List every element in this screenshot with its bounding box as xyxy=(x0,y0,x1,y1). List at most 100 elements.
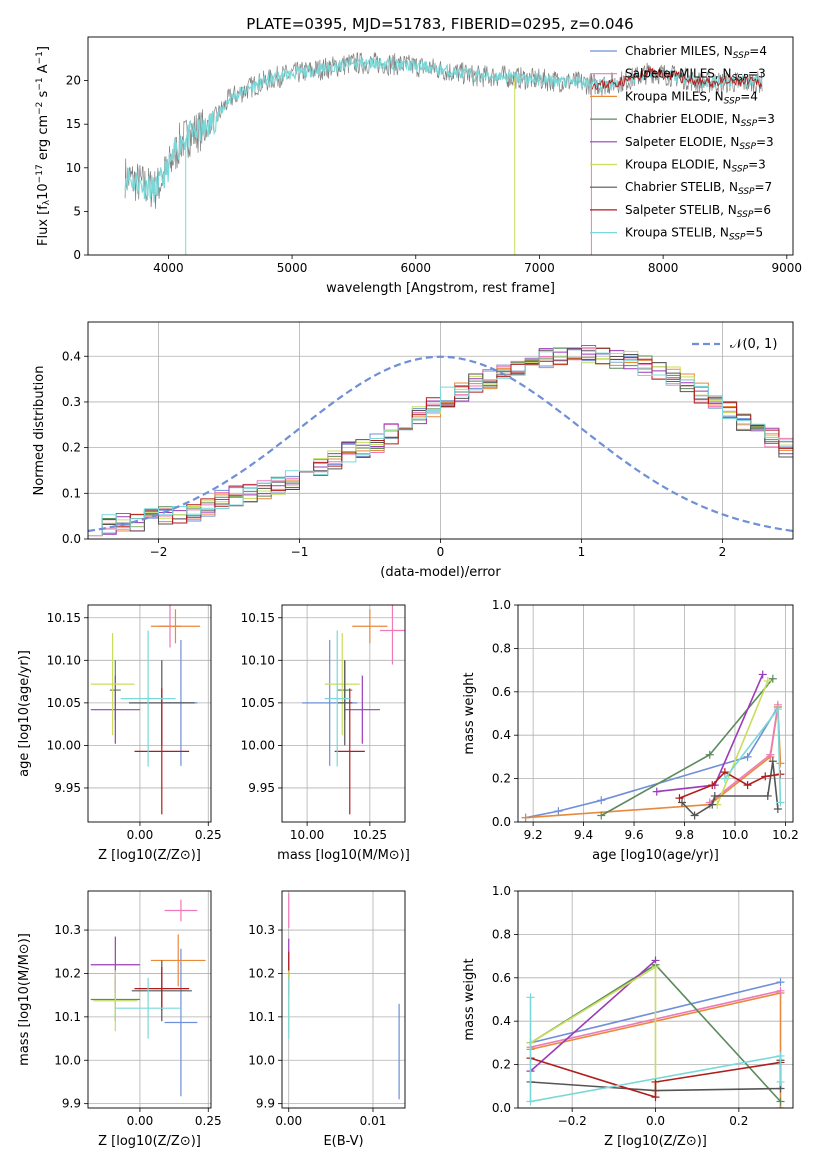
y-tick-label: 10.00 xyxy=(241,738,275,752)
y-tick-label: 0.6 xyxy=(492,971,511,985)
y-tick-label: 20 xyxy=(66,74,81,88)
legend-entry: 𝒩(0, 1) xyxy=(730,337,777,352)
weight-line xyxy=(716,680,769,805)
y-tick-label: 0.8 xyxy=(492,641,511,655)
weight-point xyxy=(677,798,686,807)
legend-name: Chabrier ELODIE, N xyxy=(625,112,741,126)
legend-nssp: =3 xyxy=(756,135,774,149)
x-axis-label: mass [log10(M/M⊙)] xyxy=(277,848,410,863)
y-axis-label-part: −1 xyxy=(35,77,45,90)
age-vs-mass-panel: 10.00 10.25 9.95 10.00 10.05 10.10 10.15 mass [… xyxy=(241,604,410,863)
y-tick-label: 0.2 xyxy=(492,1058,511,1072)
legend-subscript: SSP xyxy=(732,74,749,84)
x-tick-label: −2 xyxy=(150,545,168,559)
y-tick-label: 10.10 xyxy=(241,653,275,667)
weight-point xyxy=(675,794,684,803)
legend-nssp: =3 xyxy=(748,67,766,81)
x-tick-label: 9.4 xyxy=(574,828,593,842)
weight-point xyxy=(758,670,767,679)
y-tick-label: 0.3 xyxy=(62,395,81,409)
x-axis-label: (data-model)/error xyxy=(380,565,501,580)
y-tick-label: 10.3 xyxy=(248,923,275,937)
weight-point xyxy=(743,781,752,790)
weight-line xyxy=(529,997,782,1103)
x-tick-label: 10.0 xyxy=(722,828,749,842)
weight-point xyxy=(773,705,782,714)
errorbars xyxy=(288,893,400,1100)
legend-entry: Salpeter STELIB, NSSP=6 xyxy=(625,203,771,220)
axes-frame xyxy=(281,604,406,823)
legend-entry: Salpeter MILES, NSSP=3 xyxy=(625,67,766,84)
y-tick-label: 10 xyxy=(66,161,81,175)
weight-point xyxy=(521,813,530,822)
figure-title: PLATE=0395, MJD=51783, FIBERID=0295, z=0… xyxy=(246,15,633,33)
weight-point xyxy=(651,1093,660,1102)
x-axis-label: age [log10(age/yr)] xyxy=(592,848,719,863)
weight-point xyxy=(763,676,772,685)
x-tick-label: 10.00 xyxy=(290,828,324,842)
weight-lines xyxy=(526,956,785,1108)
y-axis-label-part: −2 xyxy=(35,102,45,115)
weight-line xyxy=(530,1057,781,1099)
y-tick-label: 0.2 xyxy=(62,441,81,455)
mass-weight-vs-metallicity-panel: −0.2 0.0 0.2 0.0 0.2 0.4 0.6 0.8 1.0 Z [log10(Z/Z… xyxy=(462,884,794,1149)
weight-point xyxy=(763,791,772,800)
x-tick-label: 9.6 xyxy=(625,828,644,842)
x-tick-label: 0.0 xyxy=(646,1114,665,1128)
weight-point xyxy=(710,791,719,800)
x-axis-label: wavelength [Angstrom, rest frame] xyxy=(326,281,555,296)
legend-subscript: SSP xyxy=(733,51,750,61)
mass-weight-vs-age-panel: 9.2 9.4 9.6 9.8 10.0 10.2 0.0 0.2 0.4 0.6 0.8 1.0 ag… xyxy=(462,598,799,863)
y-tick-label: 10.10 xyxy=(47,653,81,667)
weight-point xyxy=(766,750,775,759)
weight-point xyxy=(597,811,606,820)
legend-name: Kroupa STELIB, N xyxy=(625,226,729,240)
y-tick-label: 10.3 xyxy=(54,923,81,937)
y-axis-label: mass weight xyxy=(462,672,477,754)
legend-entry: Kroupa STELIB, NSSP=5 xyxy=(625,226,763,243)
x-tick-label: 6000 xyxy=(400,261,431,275)
weight-line xyxy=(525,706,779,819)
x-tick-label: −0.2 xyxy=(558,1114,587,1128)
x-tick-label: 10.25 xyxy=(353,828,387,842)
y-axis-label: mass weight xyxy=(462,958,477,1040)
model-spectrum-line xyxy=(124,56,763,203)
y-axis-label: age [log10(age/yr)] xyxy=(17,650,32,777)
x-tick-label: 0.00 xyxy=(275,1114,302,1128)
x-tick-label: 0.01 xyxy=(360,1114,387,1128)
y-tick-label: 0.2 xyxy=(492,772,511,786)
legend-entry: Chabrier MILES, NSSP=4 xyxy=(625,44,767,61)
legend-name: Salpeter ELODIE, N xyxy=(625,135,739,149)
histogram-step xyxy=(88,348,793,539)
y-tick-label: 0.8 xyxy=(492,927,511,941)
weight-line xyxy=(529,959,657,1072)
weight-line xyxy=(530,965,657,1091)
y-axis-label-part: λ xyxy=(42,199,52,205)
model-spectrum-line xyxy=(591,66,763,90)
y-tick-label: 0 xyxy=(73,248,81,262)
legend-name: Salpeter STELIB, N xyxy=(625,203,737,217)
legend-entry: Chabrier STELIB, NSSP=7 xyxy=(625,180,772,197)
weight-point xyxy=(761,772,770,781)
axes-frame xyxy=(517,604,794,823)
y-tick-label: 10.0 xyxy=(248,1053,275,1067)
histogram-step xyxy=(88,347,793,539)
legend-nssp: =5 xyxy=(745,226,763,240)
mass-vs-ebv-panel: 0.00 0.01 9.9 10.0 10.1 10.2 10.3 E(B-V) xyxy=(248,890,406,1149)
axes-frame xyxy=(87,604,212,823)
legend-entry: Kroupa ELODIE, NSSP=3 xyxy=(625,158,766,175)
y-tick-label: 9.9 xyxy=(256,1097,275,1111)
axes-frame xyxy=(87,321,794,540)
x-axis-label: Z [log10(Z/Z⊙)] xyxy=(98,1134,201,1149)
legend-entry: Chabrier ELODIE, NSSP=3 xyxy=(625,112,775,129)
x-axis-label: Z [log10(Z/Z⊙)] xyxy=(98,848,201,863)
y-tick-label: 10.15 xyxy=(47,611,81,625)
legend-entry: Salpeter ELODIE, NSSP=3 xyxy=(625,135,774,152)
histogram-step xyxy=(88,348,793,539)
histogram-step xyxy=(88,348,793,539)
x-tick-label: 7000 xyxy=(524,261,555,275)
age-vs-metallicity-panel: 0.00 0.25 9.95 10.00 10.05 10.10 10.15 Z [log10… xyxy=(17,604,222,863)
y-tick-label: 1.0 xyxy=(492,884,511,898)
y-tick-label: 9.95 xyxy=(248,781,275,795)
